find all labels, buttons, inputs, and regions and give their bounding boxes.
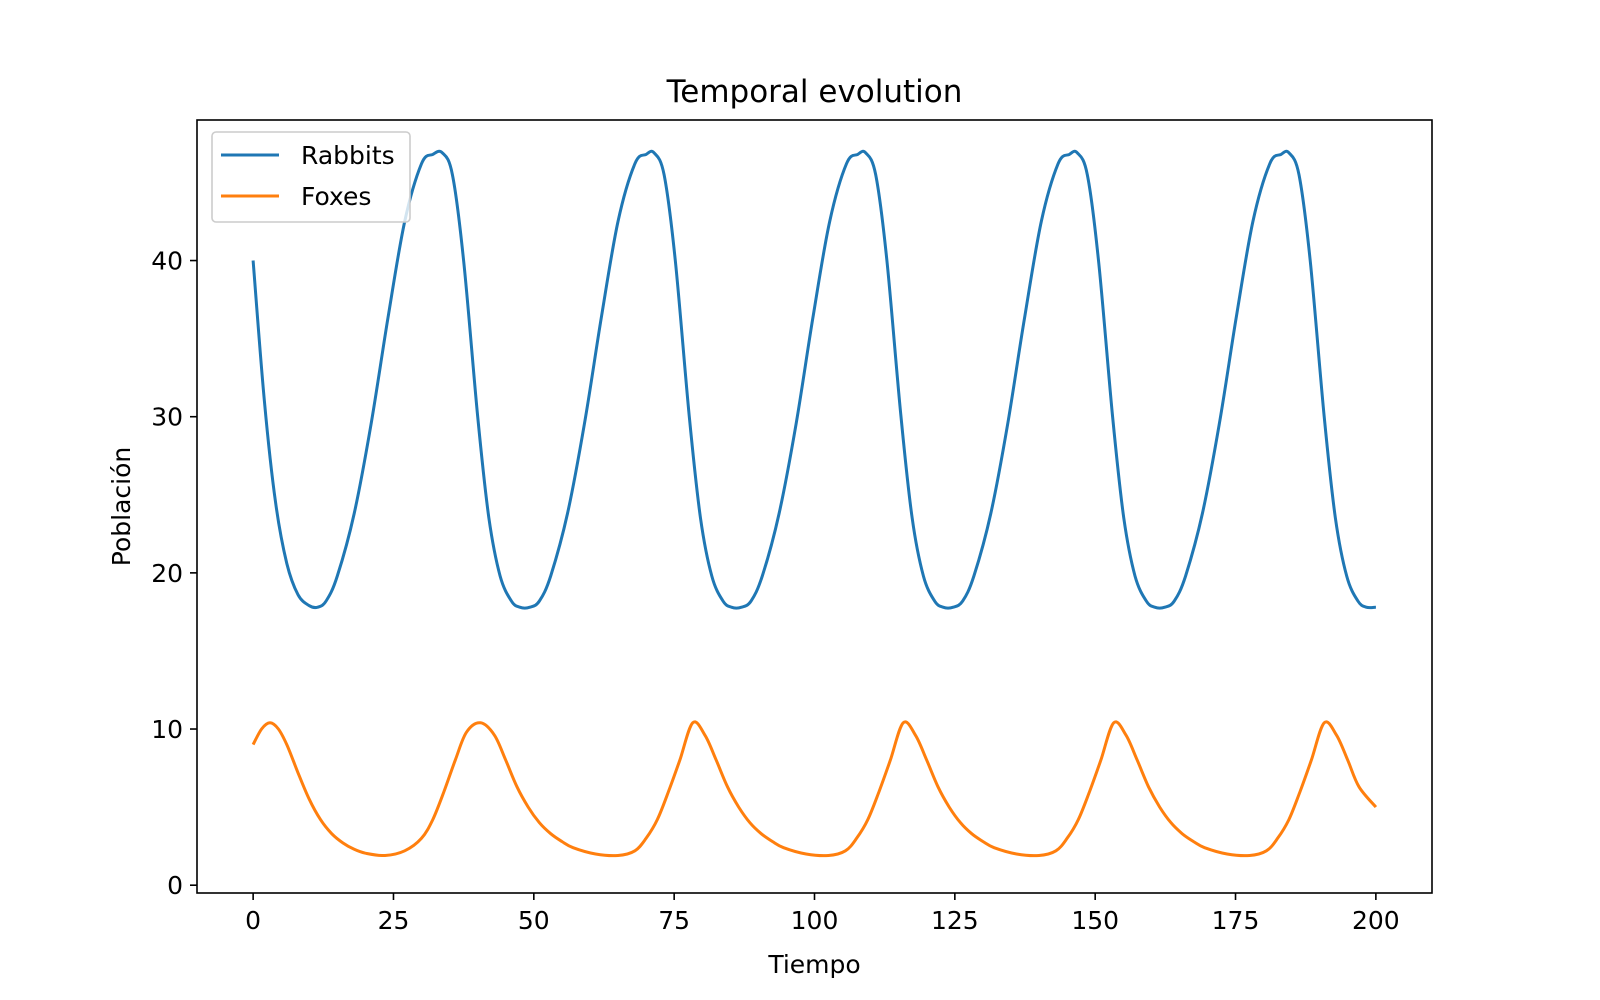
series-line-foxes — [251, 720, 1378, 858]
y-tick-label: 0 — [167, 871, 183, 900]
tick-layer: 0 25 50 75 100 125 150 175 200 0 10 20 30 40 — [151, 247, 1400, 935]
legend-label-rabbits: Rabbits — [301, 141, 395, 170]
x-axis-label: Tiempo — [767, 950, 860, 979]
plot-frame — [196, 119, 1433, 894]
legend: Rabbits Foxes — [211, 131, 411, 223]
series-line-rabbits — [251, 149, 1376, 610]
x-tick-label: 50 — [518, 906, 550, 935]
y-tick-label: 10 — [151, 715, 183, 744]
chart-title: Temporal evolution — [666, 74, 963, 110]
x-tick-label: 100 — [791, 906, 839, 935]
x-tick-label: 150 — [1071, 906, 1119, 935]
x-tick-label: 0 — [245, 906, 261, 935]
x-tick-label: 125 — [931, 906, 979, 935]
x-tick-label: 175 — [1212, 906, 1260, 935]
y-tick-label: 30 — [151, 403, 183, 432]
legend-label-foxes: Foxes — [301, 182, 371, 211]
x-tick-label: 75 — [658, 906, 690, 935]
y-axis-label: Población — [107, 447, 136, 566]
series-layer — [251, 149, 1378, 858]
x-tick-label: 25 — [378, 906, 410, 935]
x-tick-label: 200 — [1352, 906, 1400, 935]
y-tick-label: 40 — [151, 247, 183, 276]
y-tick-label: 20 — [151, 559, 183, 588]
